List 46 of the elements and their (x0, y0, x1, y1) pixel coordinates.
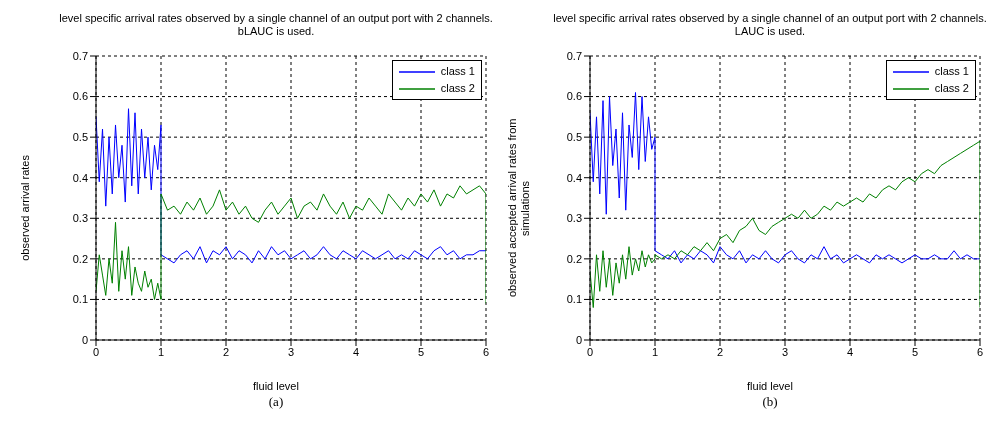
chart-title: level specific arrival rates observed by a single channel of an output port with 2 channels. LAUC is used. (552, 12, 988, 38)
x-tick-label: 2 (716, 345, 724, 358)
y-tick-label: 0.6 (72, 90, 88, 103)
y-tick-label: 0 (81, 333, 88, 346)
x-tick-label: 4 (352, 345, 360, 358)
x-tick-label: 3 (781, 345, 789, 358)
line-series (96, 108, 486, 264)
x-tick-label: 2 (222, 345, 230, 358)
x-axis-title: fluid level (746, 380, 794, 392)
y-tick-label: 0.1 (566, 293, 582, 306)
y-axis-title: observed arrival rates (18, 155, 32, 261)
y-tick-label: 0.5 (72, 131, 88, 144)
x-axis-title: fluid level (252, 380, 300, 392)
y-tick-label: 0.1 (72, 293, 88, 306)
y-tick-label: 0.7 (566, 49, 582, 62)
x-tick-label: 0 (92, 345, 100, 358)
legend-label: class 1 (440, 64, 475, 79)
x-tick-label: 1 (651, 345, 659, 358)
y-tick-label: 0.2 (566, 252, 582, 265)
line-series (590, 92, 980, 264)
y-tick-label: 0.4 (566, 171, 582, 184)
text: (a) (267, 394, 285, 410)
y-tick-label: 0.2 (72, 252, 88, 265)
x-tick-label: 0 (586, 345, 594, 358)
x-tick-label: 5 (911, 345, 919, 358)
line-series (590, 140, 980, 309)
y-tick-label: 0.4 (72, 171, 88, 184)
legend-label: class 2 (440, 81, 475, 96)
x-tick-label: 1 (157, 345, 165, 358)
x-tick-label: 5 (417, 345, 425, 358)
x-tick-label: 6 (976, 345, 984, 358)
y-tick-label: 0.7 (72, 49, 88, 62)
y-tick-label: 0.5 (566, 131, 582, 144)
y-axis-title: observed accepted arrival rates from simulations (506, 117, 532, 300)
text: (b) (761, 394, 779, 410)
x-tick-label: 3 (287, 345, 295, 358)
line-series (96, 185, 486, 304)
y-tick-label: 0 (575, 333, 582, 346)
legend-label: class 1 (934, 64, 969, 79)
legend-label: class 2 (934, 81, 969, 96)
x-tick-label: 6 (482, 345, 490, 358)
x-tick-label: 4 (846, 345, 854, 358)
chart-title: level specific arrival rates observed by a single channel of an output port with 2 channels. bLAUC is used. (58, 12, 494, 38)
y-tick-label: 0.3 (566, 212, 582, 225)
y-tick-label: 0.6 (566, 90, 582, 103)
y-tick-label: 0.3 (72, 212, 88, 225)
